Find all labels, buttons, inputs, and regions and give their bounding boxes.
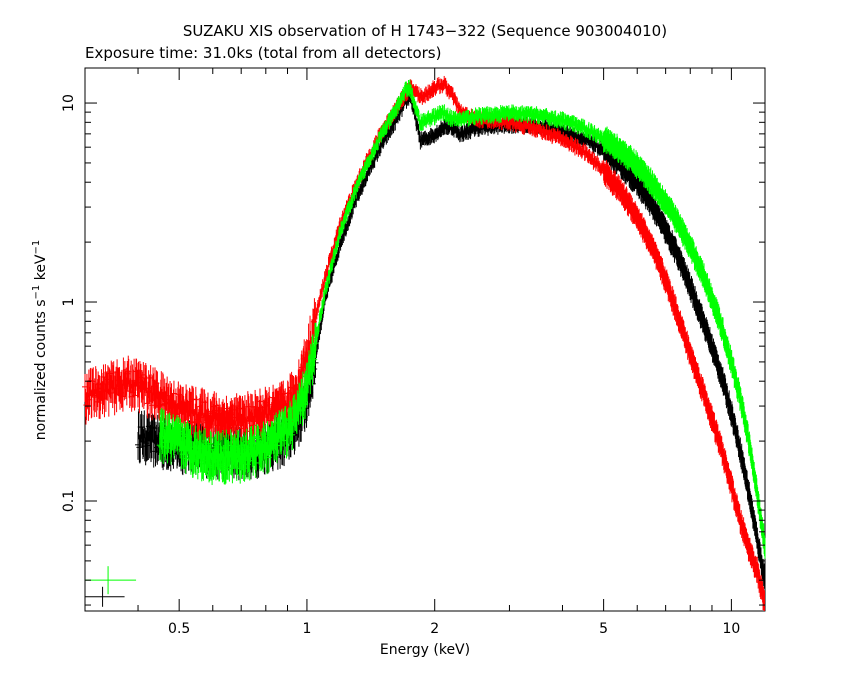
x-tick-label: 1 xyxy=(302,621,311,637)
y-axis-label-prefix: normalized counts s xyxy=(33,299,49,440)
y-tick-label: 0.1 xyxy=(61,490,77,512)
series-3 xyxy=(156,79,766,559)
y-axis-label-middle: keV xyxy=(33,254,49,285)
series-1 xyxy=(135,88,766,593)
y-axis-label-sup1: −1 xyxy=(31,285,42,300)
y-axis-label: normalized counts s−1 keV−1 xyxy=(31,240,49,441)
series-2 xyxy=(82,75,766,611)
chart-title: SUZAKU XIS observation of H 1743−322 (Se… xyxy=(183,22,667,40)
y-tick-label: 10 xyxy=(61,94,77,112)
x-tick-label: 0.5 xyxy=(168,621,190,637)
x-tick-label: 5 xyxy=(599,621,608,637)
legend-markers xyxy=(85,566,137,607)
tick-layer: 0.5 1 2 5 10 0.1 1 10 xyxy=(61,68,765,637)
data-layer xyxy=(82,75,766,611)
y-tick-label: 1 xyxy=(61,298,77,307)
plot-frame xyxy=(84,67,766,612)
y-axis-label-sup2: −1 xyxy=(31,240,42,255)
x-tick-label: 2 xyxy=(430,621,439,637)
x-axis-label: Energy (keV) xyxy=(380,642,470,658)
x-tick-label: 10 xyxy=(722,621,740,637)
chart-subtitle: Exposure time: 31.0ks (total from all de… xyxy=(85,44,441,62)
